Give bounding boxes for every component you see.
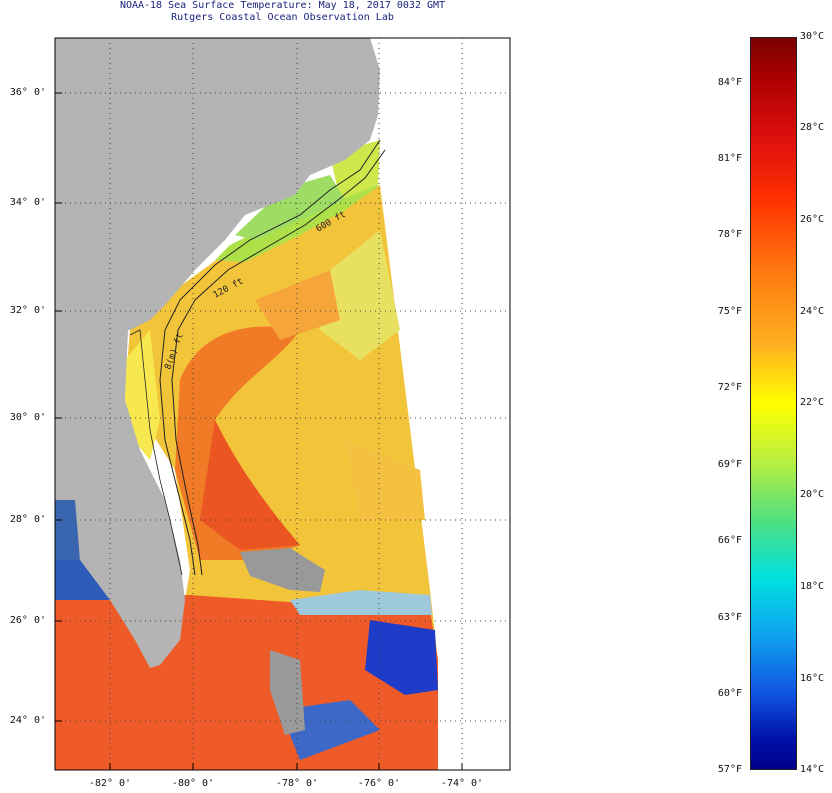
colorbar-c-label: 28°C <box>800 122 825 133</box>
ticks <box>55 92 463 770</box>
lon-label-82: -82° 0' <box>88 778 132 789</box>
lon-label-74: -74° 0' <box>440 778 484 789</box>
colorbar-c-label: 22°C <box>800 397 825 408</box>
colorbar-f-label: 78°F <box>717 229 742 240</box>
graticule <box>55 38 510 770</box>
lon-label-78: -78° 0' <box>275 778 319 789</box>
map-frame <box>54 37 511 771</box>
map-title: NOAA-18 Sea Surface Temperature: May 18,… <box>119 0 446 11</box>
colorbar-f-label: 66°F <box>717 535 742 546</box>
colorbar-c-label: 26°C <box>800 214 825 225</box>
colorbar-f-label: 57°F <box>717 764 742 775</box>
lat-label-36: 36° 0' <box>9 87 46 98</box>
bahamas <box>240 548 325 592</box>
colorbar-f-label: 75°F <box>717 306 742 317</box>
coastal-land <box>55 38 380 330</box>
lat-label-30: 30° 0' <box>9 412 46 423</box>
colorbar-f-label: 69°F <box>717 459 742 470</box>
colorbar-f-label: 72°F <box>717 382 742 393</box>
lat-label-34: 34° 0' <box>9 197 46 208</box>
lon-label-76: -76° 0' <box>357 778 401 789</box>
lat-label-26: 26° 0' <box>9 615 46 626</box>
lon-label-80: -80° 0' <box>171 778 215 789</box>
colorbar-c-label: 20°C <box>800 489 825 500</box>
colorbar-c-label: 18°C <box>800 581 825 592</box>
temperature-colorbar <box>750 37 797 770</box>
colorbar-c-label: 16°C <box>800 673 825 684</box>
lat-label-32: 32° 0' <box>9 305 46 316</box>
colorbar-c-label: 30°C <box>800 31 825 42</box>
colorbar-c-label: 24°C <box>800 306 825 317</box>
map-subtitle: Rutgers Coastal Ocean Observation Lab <box>171 12 394 23</box>
florida-land <box>55 330 185 668</box>
colorbar-f-label: 60°F <box>717 688 742 699</box>
colorbar-f-label: 84°F <box>717 77 742 88</box>
lat-label-24: 24° 0' <box>9 715 46 726</box>
lat-label-28: 28° 0' <box>9 514 46 525</box>
colorbar-f-label: 81°F <box>717 153 742 164</box>
colorbar-c-label: 14°C <box>800 764 825 775</box>
colorbar-f-label: 63°F <box>717 612 742 623</box>
